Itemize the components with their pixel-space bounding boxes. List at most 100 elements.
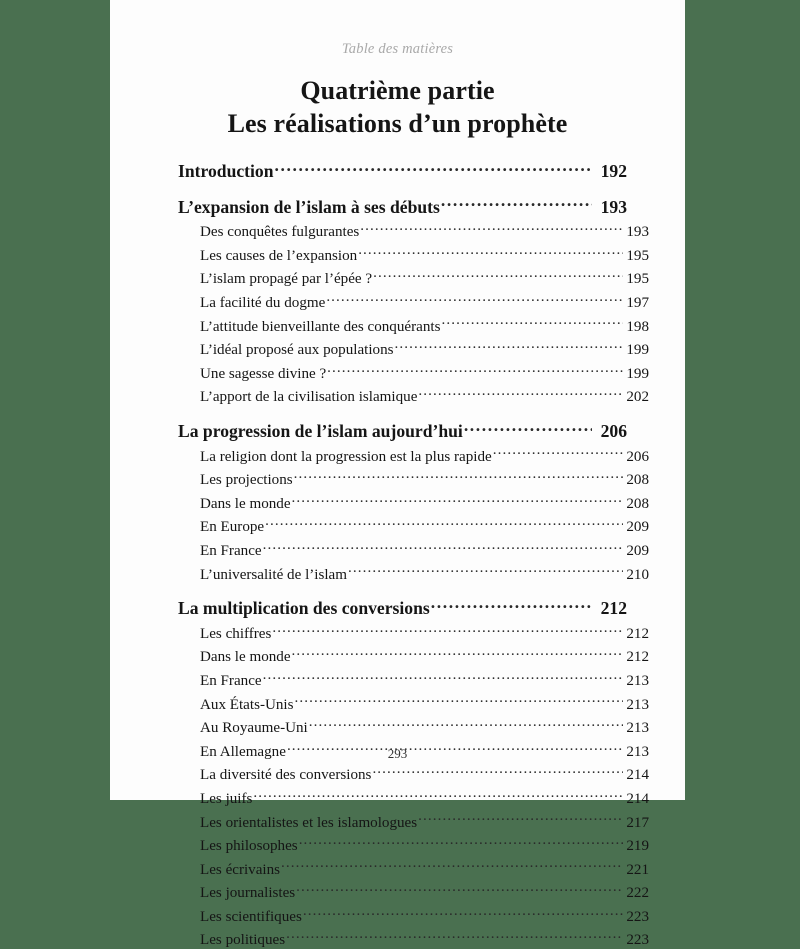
- toc-entry-page-number: 193: [626, 224, 649, 241]
- toc-dot-leader: [348, 563, 623, 578]
- toc-entry-page-number: 213: [626, 720, 649, 737]
- toc-entry[interactable]: La progression de l’islam aujourd’hui 206: [178, 419, 627, 442]
- toc-entry[interactable]: Les orientalistes et les islamologues 217: [200, 811, 649, 831]
- toc-entry[interactable]: Au Royaume-Uni 213: [200, 717, 649, 737]
- toc-entry[interactable]: En France 209: [200, 540, 649, 560]
- toc-entry[interactable]: La diversité des conversions 214: [200, 764, 649, 784]
- toc-entry[interactable]: Les causes de l’expansion 195: [200, 245, 649, 265]
- toc-entry-page-number: 223: [626, 932, 649, 949]
- toc-entry[interactable]: En Allemagne 213: [200, 741, 649, 761]
- toc-entry-page-number: 193: [600, 196, 627, 217]
- book-page: Table des matières Quatrième partie Les …: [110, 0, 685, 948]
- toc-entry[interactable]: Les projections 208: [200, 469, 649, 489]
- toc-dot-leader: [464, 419, 592, 437]
- toc-entry[interactable]: En France 213: [200, 670, 649, 690]
- toc-entry-page-number: 197: [626, 295, 649, 312]
- toc-dot-leader: [296, 882, 623, 897]
- toc-entry[interactable]: Introduction 192: [178, 159, 627, 182]
- toc-entry-page-number: 222: [626, 885, 649, 902]
- toc-entry[interactable]: L’apport de la civilisation islamique 202: [200, 386, 649, 406]
- toc-entry-page-number: 195: [626, 271, 649, 288]
- toc-entry[interactable]: La religion dont la progression est la p…: [200, 446, 649, 466]
- toc-entry-label: L’expansion de l’islam à ses débuts: [178, 196, 440, 217]
- toc-entry-label: La multiplication des conversions: [178, 598, 430, 619]
- toc-dot-leader: [395, 339, 623, 354]
- toc-dot-leader: [441, 195, 592, 213]
- toc-entry-label: L’apport de la civilisation islamique: [200, 389, 418, 406]
- toc-entry-label: Une sagesse divine ?: [200, 365, 327, 382]
- toc-entry-label: En Europe: [200, 519, 265, 536]
- toc-entry-label: L’islam propagé par l’épée ?: [200, 271, 373, 288]
- toc-entry-page-number: 219: [626, 838, 649, 855]
- toc-entry-page-number: 212: [626, 625, 649, 642]
- toc-entry[interactable]: Les chiffres 212: [200, 623, 649, 643]
- toc-dot-leader: [358, 245, 623, 260]
- toc-entry-label: La progression de l’islam aujourd’hui: [178, 421, 463, 441]
- toc-dot-leader: [418, 386, 623, 401]
- toc-entry[interactable]: Dans le monde 212: [200, 646, 649, 666]
- toc-entry-label: Les projections: [200, 472, 293, 489]
- toc-entry-label: L’universalité de l’islam: [200, 566, 347, 583]
- toc-entry-label: Des conquêtes fulgurantes: [200, 224, 360, 241]
- toc-entry-page-number: 198: [626, 318, 649, 335]
- toc-entry-label: Les écrivains: [200, 861, 281, 878]
- toc-entry[interactable]: L’expansion de l’islam à ses débuts 193: [178, 195, 627, 218]
- toc-entry[interactable]: Des conquêtes fulgurantes 193: [200, 221, 649, 241]
- toc-entry[interactable]: La multiplication des conversions 212: [178, 597, 627, 620]
- toc-entry[interactable]: L’universalité de l’islam 210: [200, 563, 649, 583]
- toc-entry-page-number: 217: [626, 814, 649, 831]
- toc-entry[interactable]: Les politiques 223: [200, 929, 649, 949]
- toc-entry-page-number: 202: [626, 389, 649, 406]
- part-title: Quatrième partie Les réalisations d’un p…: [110, 75, 685, 140]
- toc-dot-leader: [431, 597, 592, 615]
- toc-entry-page-number: 199: [626, 365, 649, 382]
- toc-dot-leader: [441, 316, 623, 331]
- toc-dot-leader: [309, 717, 623, 732]
- toc-entry-page-number: 210: [626, 566, 649, 583]
- toc-entry-label: En France: [200, 672, 262, 689]
- toc-dot-leader: [272, 623, 623, 638]
- toc-entry[interactable]: Les scientifiques 223: [200, 906, 649, 926]
- toc-entry[interactable]: Les juifs 214: [200, 788, 649, 808]
- toc-entry-label: Aux États-Unis: [200, 696, 294, 713]
- toc-dot-leader: [493, 446, 623, 461]
- toc-entry[interactable]: Les écrivains 221: [200, 859, 649, 879]
- toc-entry-label: Dans le monde: [200, 495, 291, 512]
- toc-entry[interactable]: Aux États-Unis 213: [200, 693, 649, 713]
- toc-dot-leader: [299, 835, 623, 850]
- toc-entry-label: Les orientalistes et les islamologues: [200, 814, 418, 831]
- part-title-line-2: Les réalisations d’un prophète: [227, 109, 568, 139]
- toc-entry-label: Dans le monde: [200, 649, 291, 666]
- toc-dot-leader: [360, 221, 623, 236]
- toc-entry[interactable]: L’attitude bienveillante des conquérants…: [200, 316, 649, 336]
- toc-dot-leader: [263, 670, 623, 685]
- toc-entry-label: La diversité des conversions: [200, 767, 372, 784]
- toc-entry-page-number: 212: [600, 598, 627, 619]
- toc-dot-leader: [327, 363, 623, 378]
- toc-entry[interactable]: La facilité du dogme 197: [200, 292, 649, 312]
- toc-entry-page-number: 206: [626, 448, 649, 465]
- toc-entry-label: L’attitude bienveillante des conquérants: [200, 318, 441, 335]
- toc-entry[interactable]: Dans le monde 208: [200, 493, 649, 513]
- toc-entry[interactable]: L’idéal proposé aux populations 199: [200, 339, 649, 359]
- toc-entry-label: Les journalistes: [200, 885, 296, 902]
- toc-entry-page-number: 221: [626, 861, 649, 878]
- page-folio-number: 293: [387, 746, 408, 761]
- toc-entry-page-number: 213: [626, 696, 649, 713]
- toc-entry[interactable]: Les philosophes 219: [200, 835, 649, 855]
- toc-entry-page-number: 212: [626, 649, 649, 666]
- toc-entry-page-number: 213: [626, 672, 649, 689]
- toc-entry-label: La facilité du dogme: [200, 295, 326, 312]
- toc-entry-label: Les chiffres: [200, 625, 272, 642]
- toc-entry-label: L’idéal proposé aux populations: [200, 342, 394, 359]
- toc-dot-leader: [265, 516, 623, 531]
- toc-entry[interactable]: Une sagesse divine ? 199: [200, 363, 649, 383]
- toc-entry-label: Les philosophes: [200, 838, 298, 855]
- toc-dot-leader: [294, 469, 623, 484]
- toc-entry[interactable]: Les journalistes 222: [200, 882, 649, 902]
- toc-entry-page-number: 209: [626, 519, 649, 536]
- toc-dot-leader: [275, 159, 593, 177]
- toc-entry[interactable]: L’islam propagé par l’épée ? 195: [200, 268, 649, 288]
- toc-entry[interactable]: En Europe 209: [200, 516, 649, 536]
- toc-entry-label: En Allemagne: [200, 743, 286, 760]
